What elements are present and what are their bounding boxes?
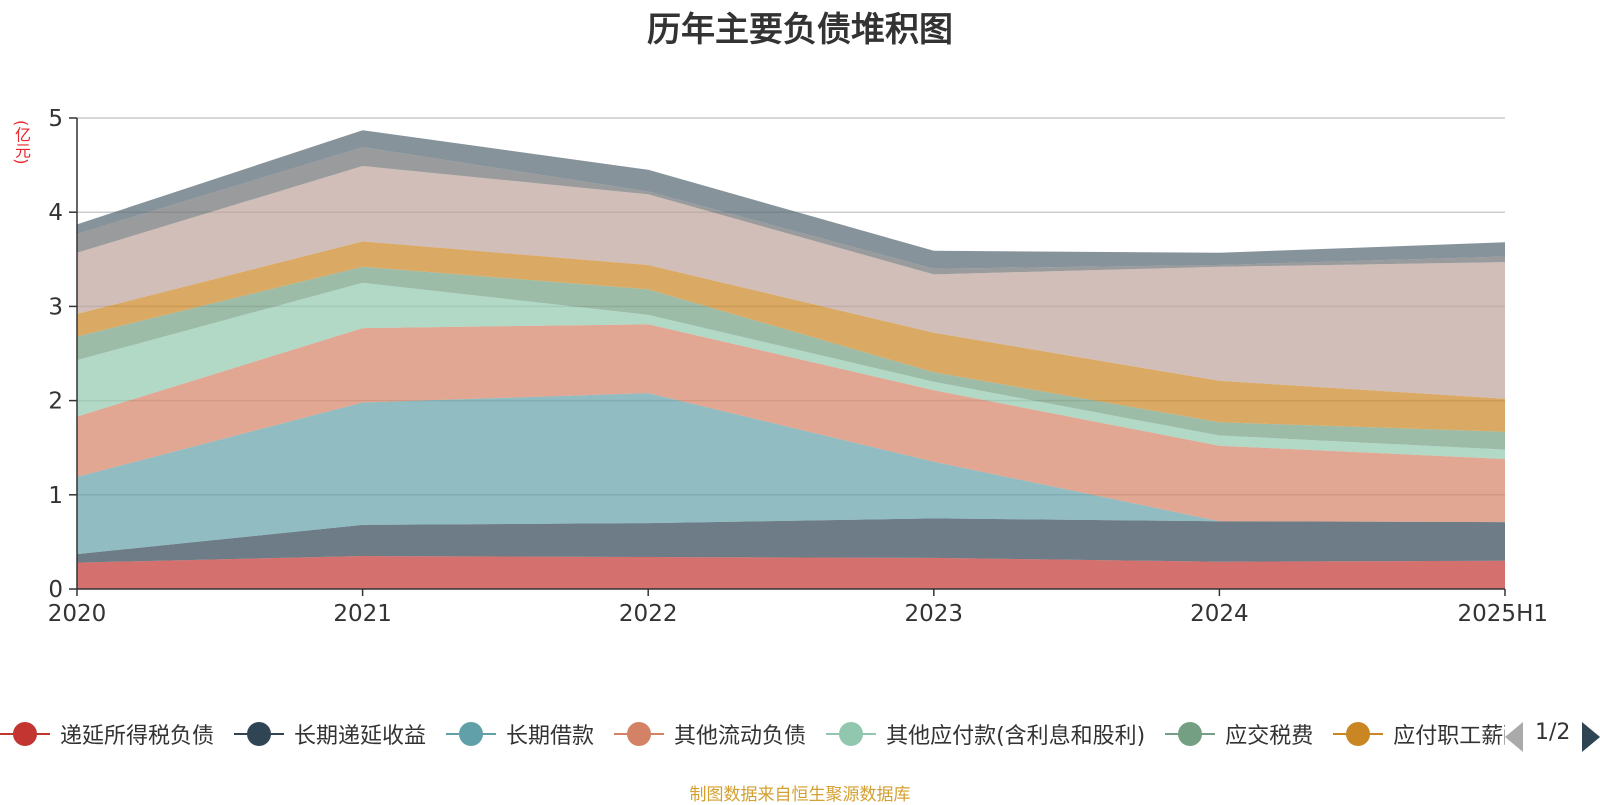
area-series (77, 166, 1505, 399)
chart-title: 历年主要负债堆积图 (647, 10, 953, 50)
x-tick-label: 2022 (619, 601, 678, 627)
legend-label: 应交税费 (1225, 724, 1314, 749)
area-series (77, 393, 1505, 555)
x-tick-label: 2025H1 (1458, 601, 1548, 627)
legend-page-indicator: 1/2 (1535, 720, 1571, 745)
x-tick-label: 2021 (333, 601, 392, 627)
area-series (77, 266, 1505, 450)
area-series (77, 556, 1505, 589)
legend-item[interactable]: 长期借款 (446, 714, 594, 754)
area-series (77, 282, 1505, 459)
legend-label: 递延所得税负债 (60, 724, 215, 749)
legend-marker-icon (826, 720, 877, 748)
y-tick-label: 2 (48, 389, 63, 415)
legend-item[interactable]: 递延所得税负债 (0, 714, 214, 754)
stacked-area-chart: 0 1 2 3 4 5 2020 2021 2022 2023 2024 2025H1 (48, 106, 1548, 627)
y-tick-label: 1 (48, 483, 63, 509)
area-series (77, 147, 1505, 275)
legend-label: 应付职工薪酬 (1393, 724, 1505, 749)
legend-item[interactable]: 应交税费 (1165, 714, 1313, 754)
legend-label: 长期递延收益 (294, 724, 427, 749)
legend-prev-page-icon[interactable] (1505, 722, 1523, 752)
legend: 递延所得税负债 长期递延收益 长期借款 其他流动负债 其他应付款(含利息和股利) 应交税费… (0, 714, 1505, 754)
axes: 0 1 2 3 4 5 2020 2021 2022 2023 2024 2025H1 (48, 106, 1548, 627)
legend-label: 其他流动负债 (674, 724, 807, 749)
legend-label: 其他应付款(含利息和股利) (886, 724, 1146, 749)
x-tick-label: 2024 (1190, 601, 1249, 627)
legend-item[interactable]: 应付职工薪酬 (1333, 714, 1505, 754)
legend-item[interactable]: 其他流动负债 (614, 714, 806, 754)
legend-marker-icon (446, 720, 497, 748)
legend-marker-icon (614, 720, 665, 748)
data-source-note: 制图数据来自恒生聚源数据库 (689, 785, 911, 805)
area-series (77, 130, 1505, 269)
legend-item[interactable]: 长期递延收益 (234, 714, 426, 754)
legend-marker-icon (1333, 720, 1384, 748)
area-series (77, 241, 1505, 432)
y-tick-label: 5 (48, 106, 63, 132)
area-series-layer (77, 130, 1505, 589)
legend-item[interactable]: 其他应付款(含利息和股利) (826, 714, 1145, 754)
legend-next-page-icon[interactable] (1582, 722, 1600, 752)
y-tick-label: 3 (48, 294, 63, 320)
legend-marker-icon (1165, 720, 1216, 748)
x-tick-label: 2020 (48, 601, 107, 627)
x-tick-label: 2023 (905, 601, 964, 627)
legend-marker-icon (0, 720, 50, 748)
area-series (77, 518, 1505, 563)
legend-pager: 1/2 (1505, 718, 1600, 754)
y-tick-label: 0 (48, 577, 63, 603)
y-tick-label: 4 (48, 200, 63, 226)
legend-label: 长期借款 (506, 724, 595, 749)
area-series (77, 324, 1505, 523)
legend-marker-icon (234, 720, 285, 748)
y-axis-unit-label: (亿元) (12, 120, 31, 165)
